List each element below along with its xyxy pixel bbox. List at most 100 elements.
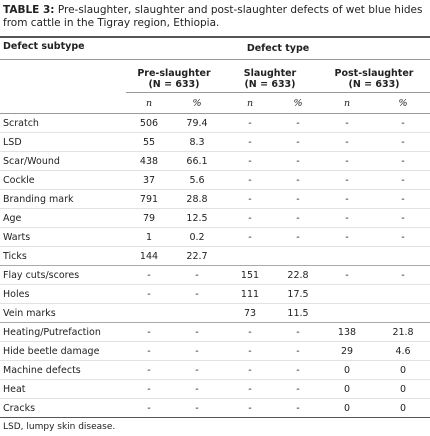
cell: - [278, 379, 318, 399]
table-row: Cockle 37 5.6- - - - [0, 170, 430, 190]
row-label: Scar/Wound [0, 151, 126, 171]
cell: 151 [222, 265, 278, 285]
row-label: Vein marks [0, 303, 126, 323]
cell: - [126, 322, 172, 342]
cell: - [222, 151, 278, 171]
row-label: Holes [0, 284, 126, 304]
row-label: Cockle [0, 170, 126, 190]
cell: - [278, 322, 318, 342]
cell: - [278, 208, 318, 228]
cell: 22.7 [172, 246, 222, 266]
header-cell [0, 60, 126, 93]
row-label: Branding mark [0, 189, 126, 209]
header-cell: Defect type [126, 37, 430, 60]
cell: - [376, 151, 430, 171]
row-label: Flay cuts/scores [0, 265, 126, 285]
header-row: Defect subtype Defect type [0, 37, 430, 60]
cell: - [172, 284, 222, 304]
header-cell: Defect subtype [0, 37, 126, 60]
cell: - [376, 113, 430, 133]
cell: 111 [222, 284, 278, 304]
cell: 0 [318, 360, 376, 380]
cell: - [222, 170, 278, 190]
cell: 8.3 [172, 132, 222, 152]
unit-header: n [126, 92, 172, 114]
empty-cell [126, 303, 172, 323]
cell: - [278, 151, 318, 171]
cell: - [222, 379, 278, 399]
header-cell [0, 92, 126, 114]
cell: 0 [376, 360, 430, 380]
empty-cell [172, 303, 222, 323]
cell: - [222, 113, 278, 133]
cell: 21.8 [376, 322, 430, 342]
table-row: Vein marks 73 11.5 [0, 303, 430, 323]
cell: - [278, 170, 318, 190]
table-row: LSD 55 8.3- - - - [0, 132, 430, 152]
empty-cell [278, 246, 318, 266]
empty-cell [376, 284, 430, 304]
row-label: Warts [0, 227, 126, 247]
empty-cell [222, 246, 278, 266]
cell: - [126, 265, 172, 285]
table-row: Heating/Putrefaction - - - -138 21.8 [0, 322, 430, 342]
table-row: Scar/Wound 438 66.1- - - - [0, 151, 430, 171]
cell: - [126, 360, 172, 380]
cell: 12.5 [172, 208, 222, 228]
cell: - [278, 398, 318, 418]
group-n: (N = 633) [348, 79, 400, 90]
row-label: Heating/Putrefaction [0, 322, 126, 342]
table-row: Age 79 12.5- - - - [0, 208, 430, 228]
cell: - [172, 379, 222, 399]
table-row: Heat - - - -0 0 [0, 379, 430, 399]
group-name: Slaughter [243, 68, 297, 79]
cell: - [376, 132, 430, 152]
cell: 438 [126, 151, 172, 171]
cell: 144 [126, 246, 172, 266]
cell: - [222, 189, 278, 209]
cell: - [172, 360, 222, 380]
cell: 0 [376, 379, 430, 399]
cell: 66.1 [172, 151, 222, 171]
cell: - [318, 151, 376, 171]
cell: - [222, 132, 278, 152]
unit-header: % [376, 92, 430, 114]
cell: 79.4 [172, 113, 222, 133]
cell: 22.8 [278, 265, 318, 285]
table-row: Hide beetle damage - - - -29 4.6 [0, 341, 430, 361]
cell: - [318, 189, 376, 209]
row-label: Hide beetle damage [0, 341, 126, 361]
cell: - [278, 189, 318, 209]
group-n: (N = 633) [148, 79, 200, 90]
cell: 1 [126, 227, 172, 247]
empty-cell [376, 303, 430, 323]
cell: - [318, 170, 376, 190]
cell: - [172, 322, 222, 342]
cell: 73 [222, 303, 278, 323]
cell: - [318, 113, 376, 133]
unit-row: n% n% n% [0, 92, 430, 114]
table-head: Defect subtype Defect type Pre-slaughter… [0, 37, 430, 114]
empty-cell [318, 303, 376, 323]
cell: 29 [318, 341, 376, 361]
cell: - [376, 265, 430, 285]
group-row: Pre-slaughter (N = 633) Slaughter (N = 633)… [0, 59, 430, 93]
cell: - [318, 132, 376, 152]
cell: 28.8 [172, 189, 222, 209]
cell: - [278, 227, 318, 247]
cell: 79 [126, 208, 172, 228]
unit-header: % [172, 92, 222, 114]
cell: - [376, 208, 430, 228]
cell: - [278, 360, 318, 380]
cell: - [126, 341, 172, 361]
group-name: Post-slaughter [334, 68, 414, 79]
cell: - [318, 208, 376, 228]
table-row: Branding mark 791 28.8- - - - [0, 189, 430, 209]
cell: 11.5 [278, 303, 318, 323]
cell: - [376, 189, 430, 209]
cell: - [318, 265, 376, 285]
table-body: Scratch 506 79.4- - - - LSD 55 8.3- - - - Scar/Wound… [0, 113, 430, 418]
row-label: LSD [0, 132, 126, 152]
